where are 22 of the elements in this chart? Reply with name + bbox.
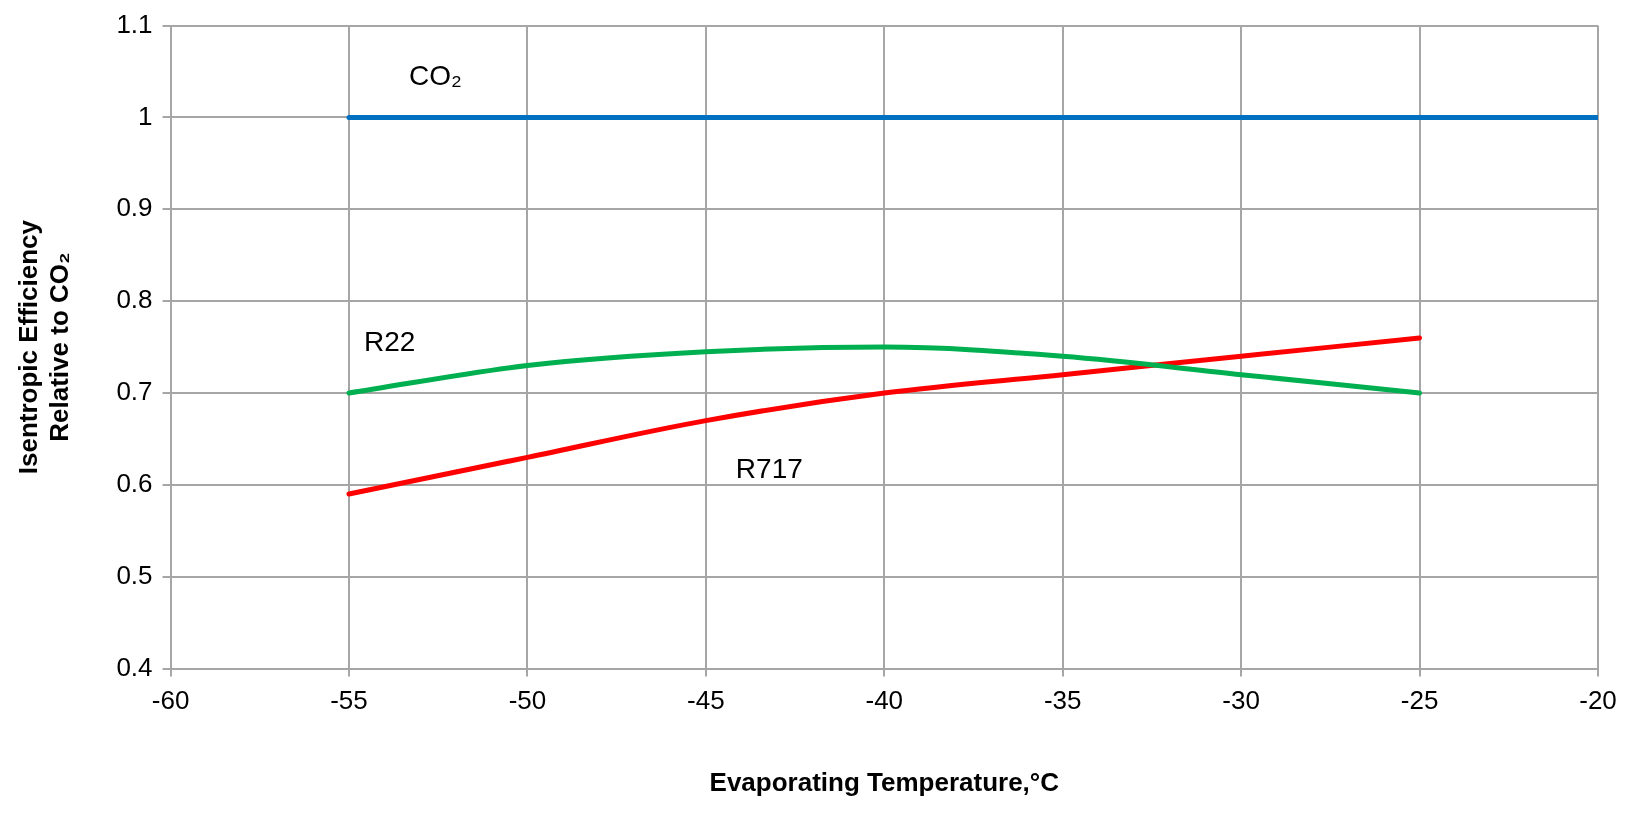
y-tick-label: 0.9: [116, 192, 153, 223]
x-tick-label: -55: [330, 685, 368, 716]
y-tick-label: 1: [138, 100, 153, 131]
y-tick-label: 1.1: [116, 8, 153, 39]
series-label: CO₂: [408, 60, 462, 92]
x-tick-label: -40: [865, 685, 904, 716]
x-tick-label: -30: [1222, 685, 1260, 716]
x-axis-title: Evaporating Temperature,°C: [709, 766, 1060, 797]
y-tick-label: 0.8: [116, 284, 153, 315]
series-label: R22: [363, 325, 416, 357]
y-tick-label: 0.4: [116, 651, 153, 682]
x-tick-label: -50: [508, 685, 547, 716]
series-label: R717: [735, 453, 803, 485]
x-tick-label: -45: [687, 685, 725, 716]
x-tick-label: -20: [1579, 685, 1617, 716]
y-tick-label: 0.6: [116, 468, 153, 499]
y-axis-title: Isentropic Efficiency Relative to CO₂: [12, 219, 74, 475]
x-tick-label: -60: [151, 685, 190, 716]
y-tick-label: 0.7: [116, 376, 153, 407]
x-tick-label: -25: [1400, 685, 1439, 716]
x-tick-label: -35: [1043, 685, 1082, 716]
y-tick-label: 0.5: [116, 559, 153, 590]
